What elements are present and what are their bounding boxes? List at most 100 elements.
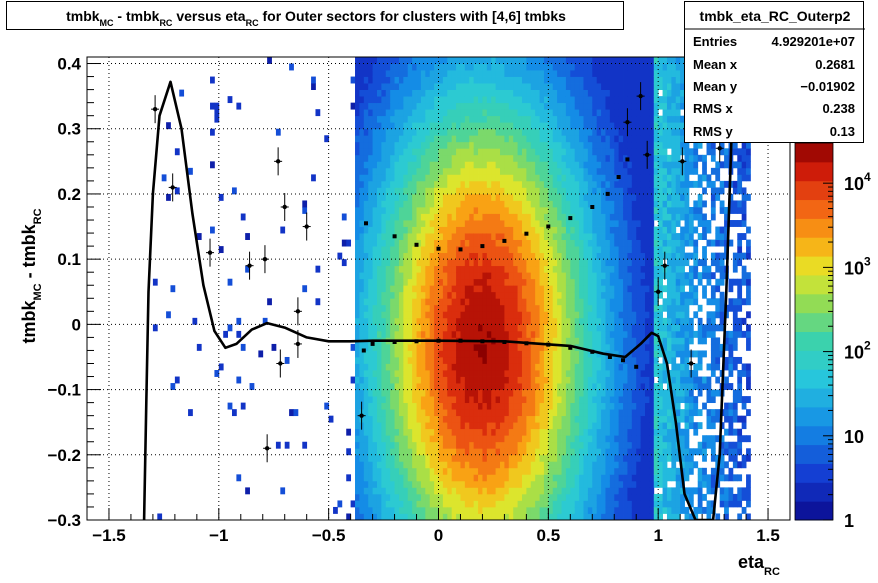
heatmap-cell — [636, 161, 642, 169]
heatmap-cell — [434, 480, 439, 488]
heatmap-cell — [403, 330, 409, 338]
heatmap-cell — [368, 330, 373, 338]
heatmap-cell — [627, 376, 633, 384]
heatmap-cell — [574, 487, 580, 495]
heatmap-cell — [442, 193, 448, 201]
heatmap-cell — [412, 115, 417, 123]
heatmap-cell — [495, 206, 501, 214]
heatmap-cell — [376, 454, 382, 462]
heatmap-cell — [539, 389, 545, 397]
heatmap-cell — [565, 493, 571, 501]
heatmap-cell — [517, 415, 523, 423]
heatmap-cell — [420, 226, 426, 234]
heatmap-cell — [530, 343, 536, 351]
heatmap-cell — [442, 213, 448, 221]
heatmap-cell — [464, 70, 470, 77]
heatmap-cell — [535, 506, 540, 514]
heatmap-cell — [574, 193, 580, 201]
heatmap-cell — [521, 422, 527, 430]
heatmap-cell — [398, 383, 404, 390]
heatmap-cell — [596, 180, 602, 188]
heatmap-cell — [587, 220, 593, 227]
heatmap-cell — [631, 467, 637, 475]
heatmap-cell — [645, 363, 650, 371]
heatmap-cell — [368, 304, 373, 312]
heatmap-cell — [460, 415, 466, 423]
heatmap-cell — [218, 363, 224, 371]
heatmap-cell — [451, 154, 457, 162]
heatmap-cell — [526, 428, 532, 436]
heatmap-cell — [605, 206, 611, 214]
heatmap-cell — [504, 317, 510, 325]
heatmap-cell — [376, 161, 382, 169]
heatmap-cell — [601, 370, 606, 377]
heatmap-cell — [434, 278, 439, 286]
heatmap-cell — [442, 409, 448, 417]
heatmap-cell — [513, 317, 518, 325]
heatmap-cell — [640, 148, 646, 156]
heatmap-cell — [495, 89, 501, 97]
heatmap-cell — [429, 493, 435, 501]
heatmap-cell — [372, 102, 378, 110]
heatmap-cell — [231, 187, 237, 195]
heatmap-cell — [398, 96, 404, 104]
heatmap-cell — [557, 233, 562, 240]
heatmap-cell — [372, 57, 378, 64]
heatmap-cell — [394, 480, 400, 488]
heatmap-cell — [394, 174, 400, 182]
heatmap-cell — [385, 128, 391, 136]
heatmap-cell — [517, 317, 523, 325]
heatmap-cell — [521, 76, 527, 84]
heatmap-cell — [460, 128, 466, 136]
heatmap-cell — [583, 376, 589, 384]
heatmap-cell — [434, 187, 439, 195]
heatmap-cell — [618, 96, 624, 104]
heatmap-cell — [596, 167, 602, 175]
heatmap-cell — [368, 57, 373, 64]
heatmap-cell — [508, 298, 514, 306]
heatmap-cell — [372, 428, 378, 436]
heatmap-cell — [636, 259, 642, 267]
heatmap-cell — [447, 376, 453, 384]
heatmap-cell — [416, 233, 422, 240]
heatmap-cell — [372, 441, 378, 449]
heatmap-cell — [412, 291, 417, 299]
heatmap-cell — [398, 396, 404, 404]
heatmap-cell — [460, 402, 466, 410]
heatmap-cell — [464, 272, 470, 280]
heatmap-cell — [456, 350, 461, 358]
heatmap-cell — [482, 213, 488, 221]
heatmap-cell — [359, 76, 365, 84]
heatmap-cell — [504, 187, 510, 195]
heatmap-cell — [583, 428, 589, 436]
heatmap-cell — [548, 350, 554, 358]
heatmap-cell — [174, 376, 180, 384]
heatmap-cell — [469, 487, 475, 495]
heatmap-cell — [543, 76, 549, 84]
heatmap-cell — [464, 513, 470, 520]
heatmap-cell — [416, 441, 422, 449]
heatmap-cell — [526, 291, 532, 299]
heatmap-cell — [596, 317, 602, 325]
heatmap-cell — [609, 109, 615, 117]
heatmap-cell — [495, 487, 501, 495]
heatmap-cell — [416, 291, 422, 299]
heatmap-cell — [412, 128, 417, 136]
heatmap-cell — [627, 252, 633, 260]
heatmap-cell — [526, 109, 532, 117]
heatmap-cell — [381, 180, 387, 188]
heatmap-cell — [521, 174, 527, 182]
heatmap-cell — [407, 435, 413, 443]
heatmap-cell — [513, 220, 518, 227]
heatmap-cell — [355, 448, 360, 456]
heatmap-cell — [504, 467, 510, 475]
heatmap-cell — [557, 187, 562, 195]
heatmap-cell — [614, 206, 620, 214]
heatmap-cell — [636, 337, 642, 345]
heatmap-cell — [425, 506, 431, 514]
heatmap-cell — [645, 467, 650, 475]
heatmap-cell — [548, 278, 554, 286]
heatmap-cell — [627, 285, 633, 293]
heatmap-cell — [302, 206, 308, 214]
heatmap-cell — [508, 259, 514, 267]
